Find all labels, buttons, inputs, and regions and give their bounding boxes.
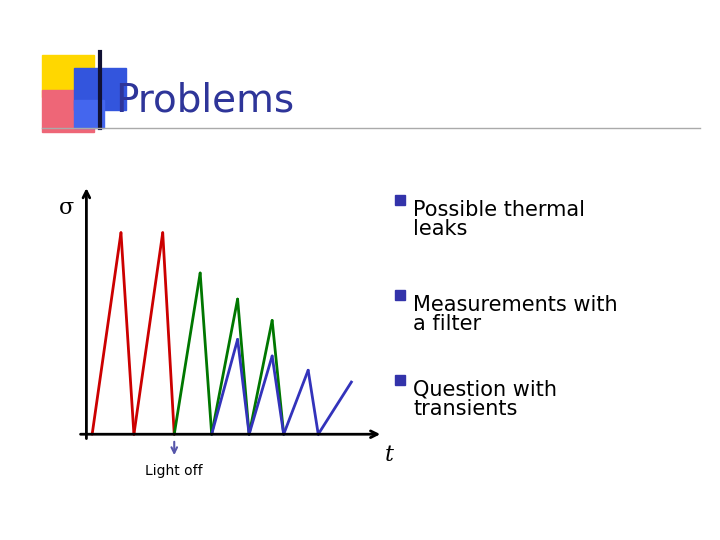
Bar — [395, 195, 405, 205]
Bar — [74, 100, 104, 128]
Text: Measurements with: Measurements with — [413, 295, 618, 315]
Bar — [395, 375, 405, 385]
Bar — [74, 68, 126, 110]
Bar — [42, 90, 94, 132]
Text: Problems: Problems — [115, 81, 294, 119]
Bar — [42, 55, 94, 97]
Text: σ: σ — [58, 197, 74, 219]
Text: t: t — [384, 444, 393, 465]
Text: a filter: a filter — [413, 314, 481, 334]
Bar — [395, 290, 405, 300]
Text: transients: transients — [413, 399, 518, 419]
Text: Question with: Question with — [413, 380, 557, 400]
Text: leaks: leaks — [413, 219, 467, 239]
Text: Possible thermal: Possible thermal — [413, 200, 585, 220]
Text: Light off: Light off — [145, 464, 203, 478]
